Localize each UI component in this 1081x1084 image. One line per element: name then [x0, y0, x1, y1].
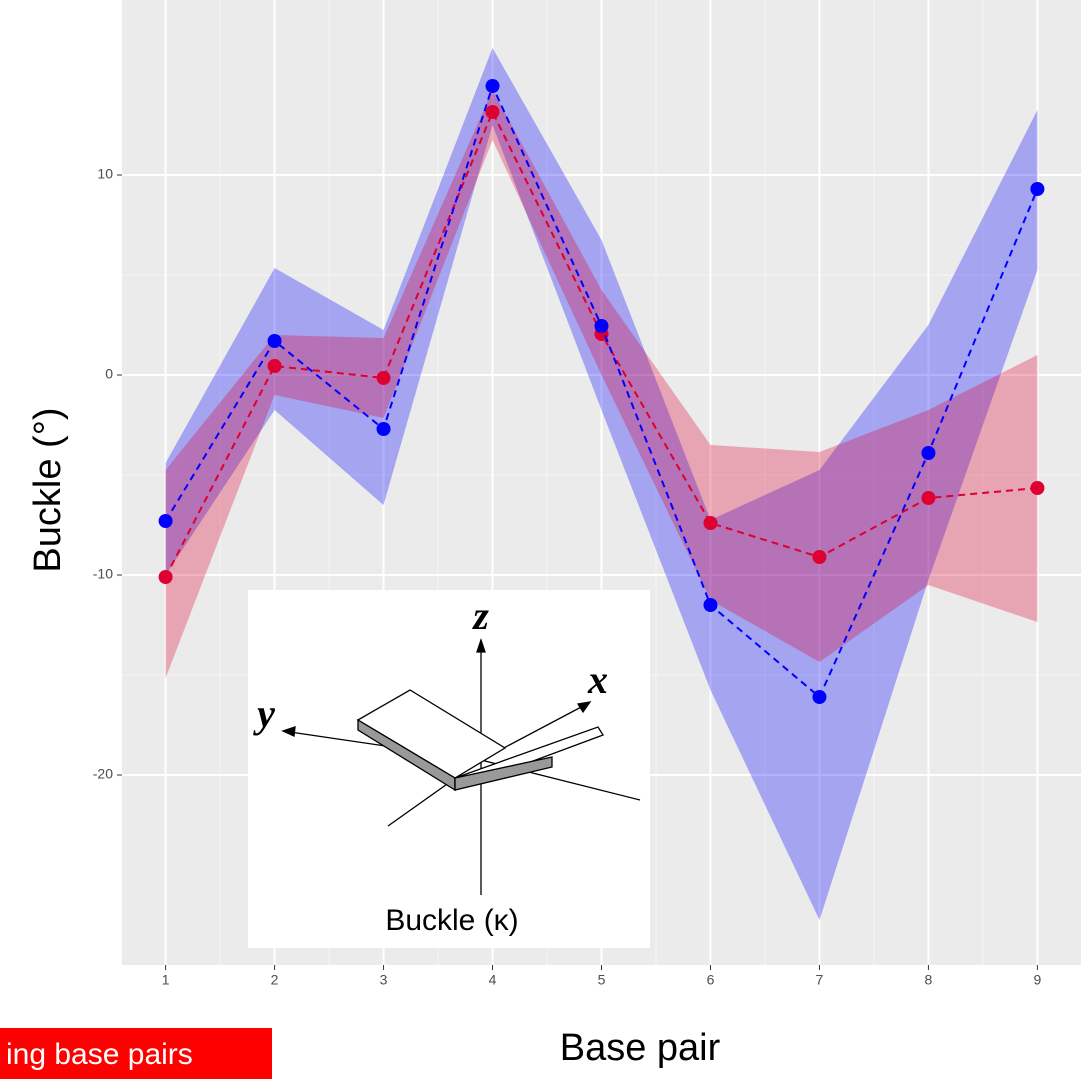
y-tick-label: 0	[105, 366, 113, 382]
annotation-box	[0, 1028, 272, 1079]
annotation: ing base pairs	[6, 1038, 193, 1071]
data-point	[594, 319, 609, 333]
axes: -20 -10 0 10 1 2 3 4 5 6 7 8 9	[93, 166, 1042, 988]
x-tick-label: 7	[816, 972, 824, 988]
data-point	[158, 570, 173, 584]
y-tick-label: -20	[93, 766, 113, 782]
data-point	[921, 446, 936, 460]
x-tick-label: 4	[489, 972, 497, 988]
data-point	[921, 491, 936, 505]
inset-x-label: x	[587, 657, 608, 702]
x-tick-label: 9	[1034, 972, 1042, 988]
data-point	[485, 105, 500, 119]
x-tick-label: 1	[162, 972, 170, 988]
inset-caption: Buckle (κ)	[385, 904, 518, 937]
x-tick-label: 3	[380, 972, 388, 988]
x-tick-label: 6	[707, 972, 715, 988]
data-point	[812, 550, 827, 564]
data-point	[703, 598, 718, 612]
confidence-band	[165, 90, 1038, 678]
data-point	[1030, 481, 1045, 495]
x-axis-label: Base pair	[560, 1027, 721, 1069]
inset: z x y Buckle (κ)	[248, 590, 650, 948]
inset-y-label: y	[253, 691, 275, 736]
data-point	[267, 359, 282, 373]
data-point	[485, 79, 500, 93]
x-tick-label: 5	[598, 972, 606, 988]
y-tick-label: 10	[97, 166, 113, 182]
data-point	[812, 690, 827, 704]
data-point	[1030, 182, 1045, 196]
inset-z-label: z	[471, 593, 489, 638]
data-point	[267, 334, 282, 348]
y-tick-label: -10	[93, 566, 113, 582]
data-point	[158, 514, 173, 528]
data-point	[376, 371, 391, 385]
data-point	[703, 516, 718, 530]
x-tick-label: 8	[925, 972, 933, 988]
y-axis-label: Buckle (°)	[27, 407, 69, 572]
inset-diagram	[281, 637, 641, 895]
x-tick-label: 2	[271, 972, 279, 988]
data-point	[376, 422, 391, 436]
marks	[158, 48, 1045, 920]
